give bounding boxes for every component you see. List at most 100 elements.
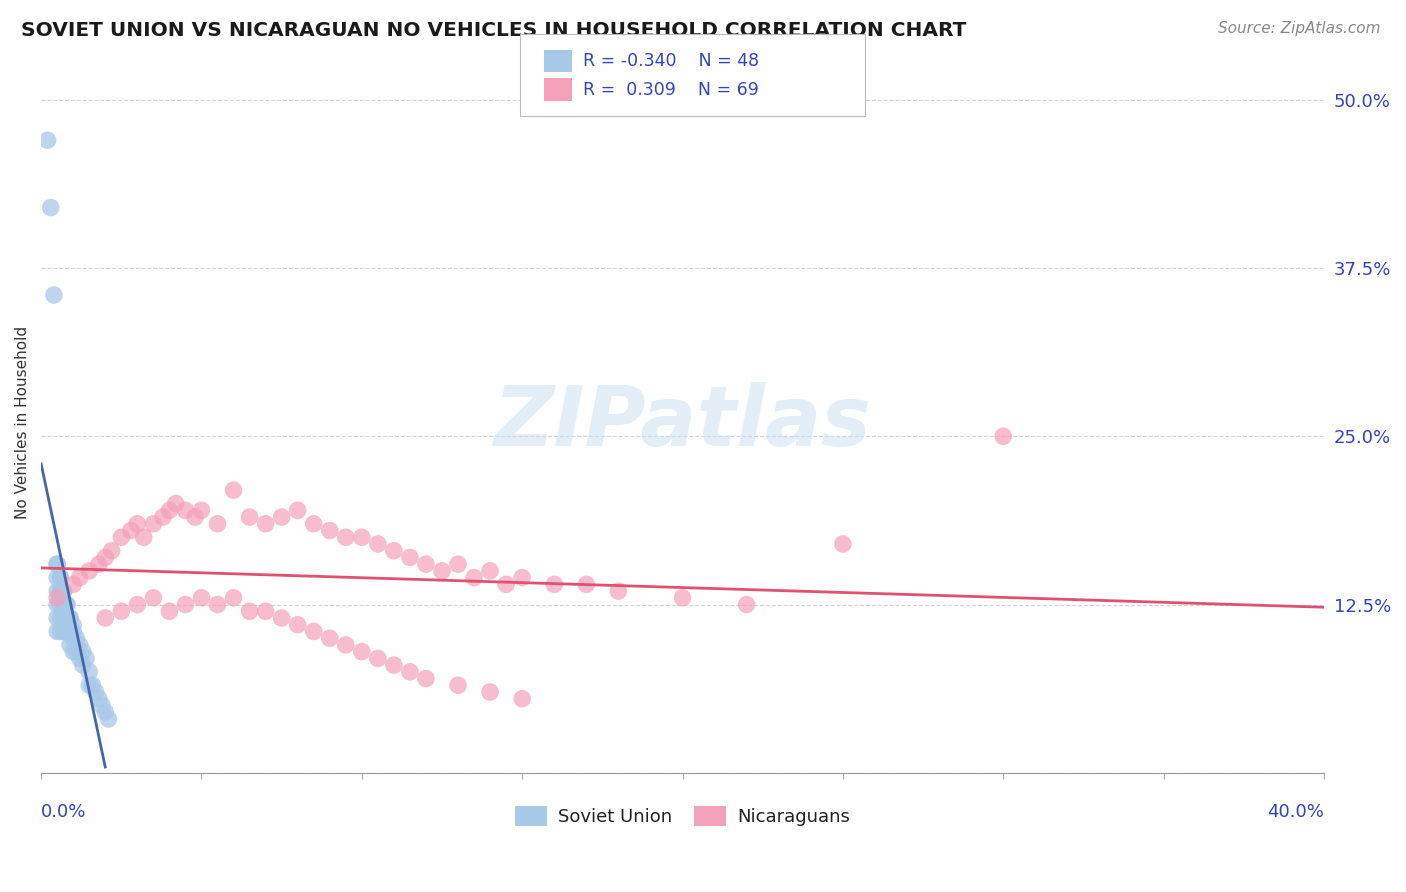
Point bbox=[72, 645, 94, 659]
Point bbox=[77, 678, 100, 692]
Point bbox=[174, 598, 197, 612]
Point bbox=[84, 685, 107, 699]
Point bbox=[55, 624, 77, 639]
Point bbox=[49, 611, 72, 625]
Point bbox=[39, 201, 62, 215]
Point bbox=[543, 577, 565, 591]
Point bbox=[37, 133, 59, 147]
Point bbox=[238, 604, 260, 618]
Point bbox=[110, 604, 132, 618]
Point bbox=[165, 497, 187, 511]
Point bbox=[302, 516, 325, 531]
Point bbox=[254, 604, 277, 618]
Text: 0.0%: 0.0% bbox=[41, 804, 87, 822]
Point bbox=[157, 503, 180, 517]
Point bbox=[152, 510, 174, 524]
Point bbox=[184, 510, 207, 524]
Y-axis label: No Vehicles in Household: No Vehicles in Household bbox=[15, 326, 30, 519]
Point bbox=[62, 631, 84, 645]
Point bbox=[62, 624, 84, 639]
Point bbox=[495, 577, 517, 591]
Point bbox=[463, 571, 485, 585]
Point bbox=[319, 631, 342, 645]
Point bbox=[479, 685, 502, 699]
Point bbox=[59, 624, 82, 639]
Point bbox=[607, 584, 630, 599]
Point bbox=[510, 571, 533, 585]
Point bbox=[399, 665, 422, 679]
Point bbox=[367, 651, 389, 665]
Point bbox=[127, 598, 149, 612]
Point bbox=[69, 651, 91, 665]
Point bbox=[52, 624, 75, 639]
Point bbox=[142, 591, 165, 605]
Point bbox=[190, 503, 212, 517]
Point bbox=[222, 591, 245, 605]
Point bbox=[69, 638, 91, 652]
Point bbox=[735, 598, 758, 612]
Point bbox=[399, 550, 422, 565]
Point bbox=[46, 557, 69, 571]
Point bbox=[52, 598, 75, 612]
Point bbox=[287, 503, 309, 517]
Point bbox=[831, 537, 853, 551]
Point bbox=[367, 537, 389, 551]
Text: ZIPatlas: ZIPatlas bbox=[494, 383, 872, 463]
Point bbox=[174, 503, 197, 517]
Point bbox=[49, 584, 72, 599]
Point bbox=[430, 564, 453, 578]
Point bbox=[993, 429, 1015, 443]
Point bbox=[87, 691, 110, 706]
Point bbox=[350, 530, 373, 544]
Text: 40.0%: 40.0% bbox=[1267, 804, 1324, 822]
Point bbox=[190, 591, 212, 605]
Point bbox=[415, 557, 437, 571]
Point bbox=[319, 524, 342, 538]
Point bbox=[415, 672, 437, 686]
Point bbox=[52, 584, 75, 599]
Point bbox=[479, 564, 502, 578]
Point bbox=[46, 611, 69, 625]
Point bbox=[46, 557, 69, 571]
Point bbox=[59, 611, 82, 625]
Point bbox=[350, 645, 373, 659]
Point bbox=[94, 550, 117, 565]
Point bbox=[335, 638, 357, 652]
Point bbox=[49, 571, 72, 585]
Point bbox=[46, 571, 69, 585]
Point bbox=[207, 516, 229, 531]
Point bbox=[82, 678, 104, 692]
Point bbox=[49, 624, 72, 639]
Point bbox=[62, 617, 84, 632]
Point bbox=[238, 510, 260, 524]
Point bbox=[62, 645, 84, 659]
Point bbox=[55, 598, 77, 612]
Point bbox=[49, 598, 72, 612]
Legend: Soviet Union, Nicaraguans: Soviet Union, Nicaraguans bbox=[508, 798, 858, 834]
Point bbox=[52, 611, 75, 625]
Point bbox=[49, 571, 72, 585]
Point bbox=[671, 591, 693, 605]
Point bbox=[335, 530, 357, 544]
Point bbox=[46, 584, 69, 599]
Point bbox=[91, 698, 114, 713]
Point bbox=[59, 611, 82, 625]
Point bbox=[382, 658, 405, 673]
Point bbox=[110, 530, 132, 544]
Point bbox=[575, 577, 598, 591]
Point bbox=[382, 543, 405, 558]
Point bbox=[270, 611, 292, 625]
Point bbox=[510, 691, 533, 706]
Point bbox=[94, 611, 117, 625]
Point bbox=[55, 598, 77, 612]
Point bbox=[120, 524, 142, 538]
Point bbox=[142, 516, 165, 531]
Point bbox=[127, 516, 149, 531]
Point bbox=[94, 705, 117, 719]
Point bbox=[62, 577, 84, 591]
Point bbox=[222, 483, 245, 497]
Text: Source: ZipAtlas.com: Source: ZipAtlas.com bbox=[1218, 21, 1381, 36]
Point bbox=[46, 598, 69, 612]
Point bbox=[287, 617, 309, 632]
Point bbox=[87, 557, 110, 571]
